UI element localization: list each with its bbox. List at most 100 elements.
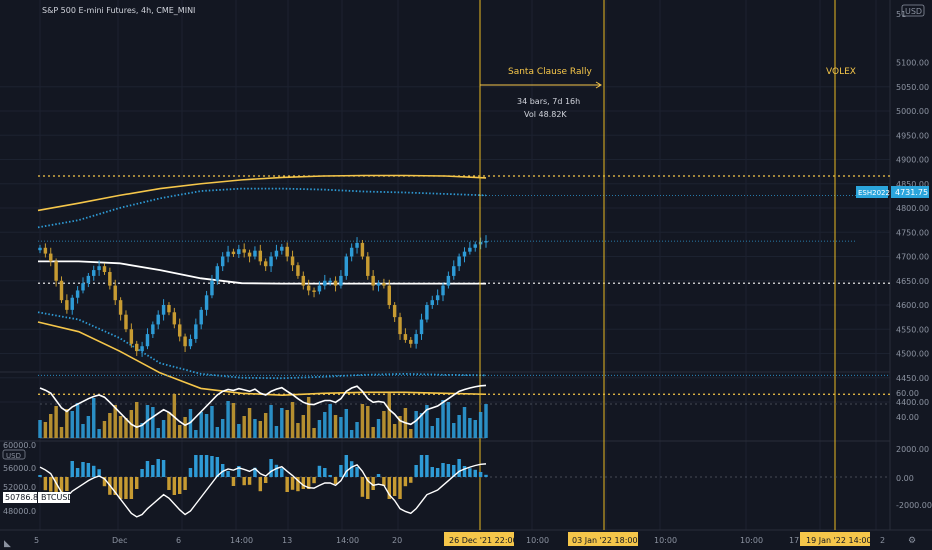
candle-body (296, 265, 300, 276)
osc2-bar (151, 465, 155, 477)
osc2-bar (199, 455, 203, 477)
time-axis-label: 17 (789, 536, 799, 545)
candle-body (253, 250, 257, 257)
osc2-bar (140, 469, 144, 477)
price-axis-label: 4750.00 (896, 228, 929, 237)
chart-settings-icon[interactable]: ⚙ (908, 536, 916, 546)
osc2-bar (435, 468, 440, 477)
candle-body (210, 280, 214, 296)
candle-body (392, 305, 397, 318)
osc2-bar (242, 477, 246, 486)
osc2-bar (129, 477, 134, 499)
symbol-title[interactable]: S&P 500 E-mini Futures, 4h, CME_MINI (42, 6, 195, 15)
time-highlight-3: 19 Jan '22 14:00 (800, 532, 872, 546)
osc2-left-label-1: 56000.0 (3, 464, 36, 473)
osc1-bar (339, 417, 343, 438)
candle-body (188, 338, 193, 347)
osc1-bar (484, 404, 488, 438)
oscillator-pane-2[interactable] (38, 455, 890, 518)
osc1-bar (290, 402, 295, 438)
candle-body (220, 256, 225, 267)
osc2-left-label-2: 52000.0 (3, 483, 36, 492)
osc1-bar (323, 412, 327, 438)
osc2-bar (430, 467, 434, 477)
osc1-bar (226, 401, 230, 438)
candle-body (478, 241, 483, 245)
candle-body (237, 249, 241, 255)
candle-body (446, 275, 451, 286)
tradingview-logo-icon: ◣ (4, 539, 11, 549)
vertical-lines[interactable] (479, 0, 836, 530)
volex-label[interactable]: VOLEX (826, 67, 856, 77)
candle-body (247, 252, 252, 257)
osc2-bar (188, 468, 193, 477)
candle-body (414, 334, 418, 344)
candle-body (430, 300, 434, 305)
price-axis-label: 5100.00 (896, 59, 929, 68)
candle-body (38, 247, 42, 251)
candle-body (70, 297, 74, 310)
osc1-bar (349, 430, 354, 438)
time-axis[interactable]: 5 Dec 6 14:00 13 14:00 20 10:00 10:00 10:00 17 2 (34, 536, 885, 545)
candle-body (301, 275, 306, 286)
osc2-left-label-3: 48000.0 (3, 507, 36, 516)
osc2-line (39, 463, 487, 518)
osc2-bar (220, 464, 225, 477)
osc1-bar (473, 420, 477, 438)
osc1-label-40: 40.00 (896, 413, 919, 422)
candle-body (280, 246, 284, 251)
osc2-bar (145, 461, 150, 477)
candle-body (333, 280, 338, 286)
candle-body (441, 285, 445, 296)
osc1-bar (59, 427, 64, 438)
osc2-bar (478, 472, 483, 477)
osc1-bar (140, 423, 144, 438)
osc1-bar (398, 416, 402, 438)
candle-body (204, 295, 209, 310)
osc1-bar (118, 416, 123, 438)
time-axis-label: 6 (176, 536, 181, 545)
candle-body (457, 256, 461, 267)
santa-rally-label[interactable]: Santa Clause Rally (508, 67, 592, 77)
btc-symbol: BTCUSD (41, 493, 74, 502)
currency-badge[interactable] (901, 4, 925, 17)
candle-body (473, 244, 477, 248)
osc1-bar (183, 417, 187, 438)
osc1-bar (263, 413, 268, 438)
candle-body (468, 247, 472, 252)
osc2-bar (49, 477, 53, 492)
time-axis-label: 10:00 (526, 536, 549, 545)
osc2-bar (215, 457, 220, 477)
osc1-bar (102, 421, 107, 438)
osc1-bar (366, 406, 370, 438)
osc1-bar (446, 402, 451, 438)
price-axis-label: 4500.00 (896, 350, 929, 359)
osc2-bar (484, 474, 488, 477)
candle-body (194, 324, 198, 339)
osc2-bar (328, 475, 332, 477)
candle-body (360, 242, 365, 257)
candle-body (317, 285, 322, 292)
osc1-bar (285, 410, 289, 438)
price-axis-label: 4600.00 (896, 301, 929, 310)
osc2-bar (204, 455, 209, 477)
osc2-bar (301, 477, 306, 489)
osc1-bar (70, 411, 74, 438)
oscillator-pane-1[interactable] (38, 384, 890, 439)
osc1-bar (409, 429, 413, 438)
candle-body (161, 305, 166, 315)
price-axis[interactable]: 5100.00 5050.00 5000.00 4950.00 4900.00 4850.… (896, 59, 929, 408)
osc1-bar (151, 407, 155, 438)
candle-body (323, 280, 327, 286)
osc1-bar (457, 415, 461, 438)
osc2-bar (323, 468, 327, 477)
price-axis-label: 5050.00 (896, 83, 929, 92)
osc1-bar (108, 413, 112, 438)
candle-body (382, 283, 386, 286)
osc1-bar (49, 414, 53, 438)
middle-line-white (38, 260, 486, 285)
candlestick-series[interactable] (38, 235, 488, 357)
time-highlight-1: 26 Dec '21 22:00 (444, 532, 518, 546)
santa-rally-arrowhead (595, 81, 602, 89)
